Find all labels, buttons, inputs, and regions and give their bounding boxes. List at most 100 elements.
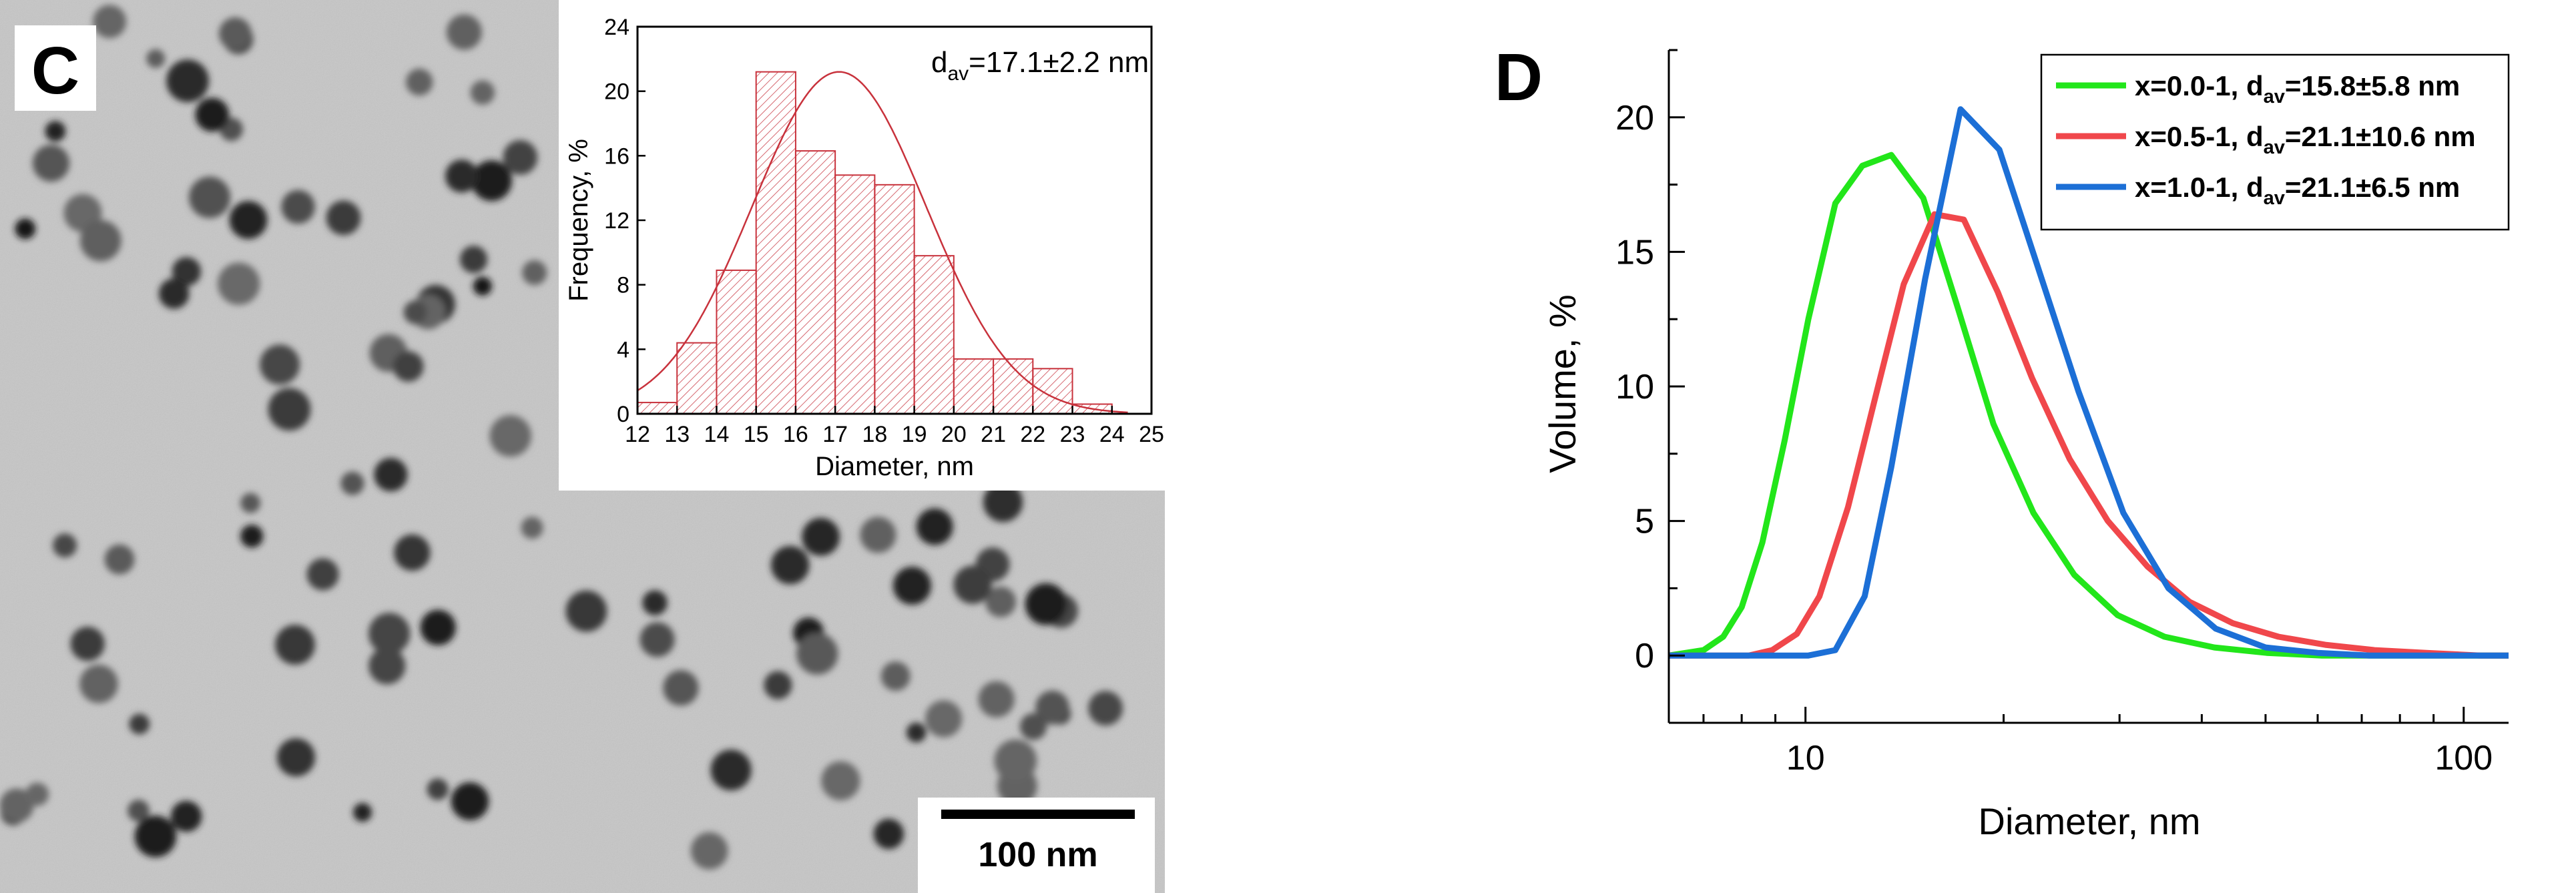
inset-x-tick-label: 16 xyxy=(783,422,808,447)
tem-particle xyxy=(240,525,264,548)
tem-particle xyxy=(25,782,49,806)
inset-x-tick-label: 17 xyxy=(822,422,848,447)
tem-particle xyxy=(470,80,495,105)
tem-particle xyxy=(189,176,231,218)
tem-particle xyxy=(406,68,433,96)
tem-particle xyxy=(146,49,166,68)
tem-particle xyxy=(403,300,427,324)
tem-particle xyxy=(32,144,70,182)
tem-particle xyxy=(15,218,36,240)
tem-particle xyxy=(93,5,127,39)
histogram-bar xyxy=(794,150,836,414)
inset-x-tick-label: 12 xyxy=(625,422,650,447)
tem-particle xyxy=(159,278,190,309)
scale-bar xyxy=(941,810,1135,819)
tem-particle xyxy=(473,276,492,296)
tem-particle xyxy=(104,544,135,575)
histogram-bar xyxy=(755,71,796,414)
tem-particle xyxy=(906,722,927,743)
tem-particle xyxy=(446,14,482,50)
d-legend-entries: x=0.0-1, dav=15.8±5.8 nm x=0.5-1, dav=21.… xyxy=(2056,70,2476,209)
legend-label: x=0.5-1, dav=21.1±10.6 nm xyxy=(2135,121,2476,158)
histogram-bar xyxy=(637,402,678,414)
histogram-bar xyxy=(676,342,718,415)
d-y-ticks: 0 5 10 15 20 xyxy=(1615,49,1685,724)
tem-particle xyxy=(710,750,752,791)
d-x-tick-label: 10 xyxy=(1786,739,1825,778)
legend-label: x=0.0-1, dav=15.8±5.8 nm xyxy=(2135,70,2460,107)
inset-x-tick-label: 19 xyxy=(902,422,927,447)
tem-particle xyxy=(892,567,931,605)
panel-c-label: C xyxy=(31,33,79,108)
tem-particle xyxy=(985,586,1017,617)
inset-x-tick-label: 20 xyxy=(941,422,967,447)
tem-particle xyxy=(503,140,538,175)
d-x-ticks: 10 100 xyxy=(1702,707,2493,778)
tem-particle xyxy=(1019,713,1047,740)
inset-x-axis-label: Diameter, nm xyxy=(815,452,974,481)
tem-particle xyxy=(79,664,118,703)
series-line-blue xyxy=(1669,106,2509,659)
tem-particle xyxy=(821,761,860,801)
tem-particle xyxy=(306,558,339,591)
tem-particle xyxy=(796,633,838,675)
tem-particle xyxy=(1035,690,1069,725)
tem-particle xyxy=(195,97,230,132)
tem-particle xyxy=(268,388,311,431)
tem-particle xyxy=(521,517,543,539)
tem-particle xyxy=(983,482,1023,523)
inset-y-tick-label: 4 xyxy=(617,337,629,362)
inset-x-tick-label: 13 xyxy=(664,422,690,447)
tem-particle xyxy=(771,546,810,585)
tem-particles xyxy=(0,5,1123,870)
histogram-bars xyxy=(637,71,1113,415)
d-x-axis-label: Diameter, nm xyxy=(1979,800,2201,842)
series-line-red xyxy=(1669,211,2509,659)
tem-particle xyxy=(471,160,512,202)
series-line-green xyxy=(1668,152,2509,659)
inset-y-tick-label: 0 xyxy=(617,402,629,427)
tem-particle xyxy=(978,681,1015,717)
histogram-bar xyxy=(834,174,876,414)
tem-particle xyxy=(393,351,424,382)
d-y-tick-label: 10 xyxy=(1615,368,1654,406)
inset-y-axis-label: Frequency, % xyxy=(564,139,593,302)
tem-particle xyxy=(127,800,150,822)
tem-particle xyxy=(340,471,364,495)
tem-particle xyxy=(1088,691,1123,726)
inset-x-tick-label: 18 xyxy=(862,422,887,447)
d-legend: x=0.0-1, dav=15.8±5.8 nm x=0.5-1, dav=21.… xyxy=(2040,53,2510,231)
tem-particle xyxy=(218,262,260,305)
tem-particle xyxy=(53,533,77,558)
tem-particle xyxy=(260,344,300,385)
tem-particle xyxy=(1025,583,1067,625)
tem-particle xyxy=(953,565,992,604)
tem-particle xyxy=(427,778,449,800)
tem-particle xyxy=(802,518,840,556)
histogram-bar xyxy=(1032,368,1073,414)
histogram-bar xyxy=(716,269,757,414)
tem-particle xyxy=(639,622,675,657)
tem-particle xyxy=(275,625,315,665)
tem-particle xyxy=(663,670,699,706)
tem-particle xyxy=(522,260,547,286)
inset-x-tick-label: 24 xyxy=(1099,422,1125,447)
inset-x-tick-label: 22 xyxy=(1020,422,1045,447)
d-y-tick-label: 20 xyxy=(1615,99,1654,137)
histogram-bar xyxy=(874,184,915,414)
tem-particle xyxy=(880,661,911,691)
gaussian-fit-curve xyxy=(637,71,1128,414)
tem-particle xyxy=(860,517,896,553)
inset-x-ticks: 12 13 14 15 16 17 18 19 20 21 22 23 24 25 xyxy=(625,406,1164,447)
tem-particle xyxy=(460,246,488,274)
inset-y-tick-label: 20 xyxy=(604,79,629,105)
tem-particle xyxy=(642,590,668,615)
tem-particle xyxy=(172,257,202,286)
tem-particle xyxy=(170,801,202,832)
tem-particle xyxy=(79,220,121,262)
tem-particle xyxy=(565,590,607,632)
tem-particle xyxy=(326,200,361,236)
tem-particle xyxy=(45,121,66,142)
